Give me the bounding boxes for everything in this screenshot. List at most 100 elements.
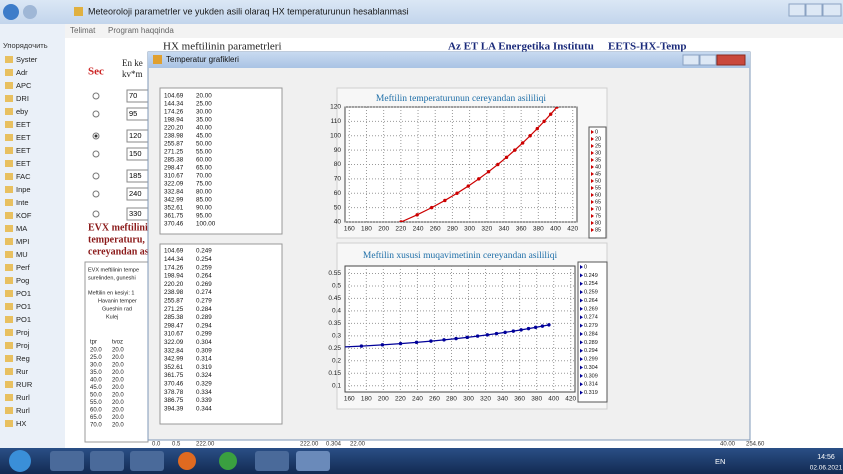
legend-entry: 0 [595, 129, 598, 135]
legend-marker [591, 144, 594, 148]
data-point [504, 155, 509, 160]
evx-line: EVX meftilinin [88, 222, 154, 233]
taskbar-app[interactable] [90, 451, 124, 471]
maximize-button[interactable] [805, 3, 823, 17]
folder-icon [5, 368, 13, 375]
radio[interactable] [92, 210, 100, 218]
explorer-item[interactable]: APC [16, 81, 32, 90]
list-cell: 285.38 [164, 157, 184, 164]
forward-button[interactable] [23, 5, 37, 19]
explorer-item[interactable]: Pog [16, 276, 29, 285]
legend-entry: 35 [595, 157, 601, 163]
table-cell: 20.0 [112, 363, 124, 369]
data-point [496, 162, 500, 167]
taskbar-app[interactable] [50, 451, 84, 471]
list-cell: 332.84 [164, 189, 184, 196]
explorer-item[interactable]: Rur [16, 367, 29, 376]
explorer-item[interactable]: MU [16, 250, 28, 259]
explorer-item[interactable]: Inpe [16, 185, 31, 194]
explorer-item[interactable]: PO1 [16, 302, 31, 311]
taskbar-app[interactable] [130, 451, 164, 471]
explorer-item[interactable]: Inte [16, 198, 29, 207]
taskbar-app[interactable] [296, 451, 330, 471]
data-point [466, 184, 470, 188]
table-cell: 20.0 [90, 348, 102, 354]
explorer-item[interactable]: EET [16, 159, 31, 168]
explorer-toolbar[interactable]: Упорядочить [3, 41, 48, 50]
explorer-item[interactable]: Reg [16, 354, 30, 363]
y-tick-label: 40 [334, 219, 342, 226]
explorer-item[interactable]: RUR [16, 380, 33, 389]
y-tick-label: 0.15 [328, 370, 341, 377]
radio[interactable] [92, 92, 100, 100]
close-button[interactable] [822, 3, 842, 17]
list-cell: 0.264 [196, 273, 212, 280]
explorer-item[interactable]: EET [16, 133, 31, 142]
explorer-item[interactable]: FAC [16, 172, 31, 181]
dialog-close[interactable] [716, 54, 746, 66]
legend-entry: 25 [595, 143, 601, 149]
explorer-item[interactable]: eby [16, 107, 28, 116]
legend-entry: 80 [595, 220, 601, 226]
dialog-minimize[interactable] [682, 54, 700, 66]
y-tick-label: 0.35 [328, 320, 341, 327]
folder-icon [5, 394, 13, 401]
taskbar-app[interactable] [255, 451, 289, 471]
explorer-item[interactable]: DRI [16, 94, 29, 103]
list-cell: 255.87 [164, 297, 184, 304]
explorer-item[interactable]: MA [16, 224, 27, 233]
taskbar-app[interactable] [178, 452, 196, 470]
radio[interactable] [92, 172, 100, 180]
folder-icon [5, 381, 13, 388]
explorer-item[interactable]: Syster [16, 55, 38, 64]
start-button[interactable] [9, 450, 31, 472]
clock-time[interactable]: 14:56 [817, 454, 835, 461]
legend-entry: 0.289 [584, 340, 598, 346]
y-tick-label: 80 [334, 161, 342, 168]
explorer-item[interactable]: KOF [16, 211, 32, 220]
folder-icon [5, 407, 13, 414]
legend-entry: 70 [595, 206, 601, 212]
x-tick-label: 360 [514, 396, 525, 403]
list-cell: 0.274 [196, 289, 212, 296]
explorer-item[interactable]: HX [16, 419, 26, 428]
x-tick-label: 240 [412, 396, 423, 403]
back-button[interactable] [3, 4, 19, 20]
radio[interactable] [92, 110, 100, 118]
legend-marker [591, 207, 594, 211]
report-line: surelinden, guneshi [88, 275, 136, 281]
explorer-item[interactable]: PO1 [16, 315, 31, 324]
explorer-item[interactable]: Perf [16, 263, 31, 272]
clock-date[interactable]: 02.06.2021 [810, 465, 843, 472]
explorer-item[interactable]: Proj [16, 328, 30, 337]
table-cell: 20.0 [112, 408, 124, 414]
x-tick-label: 380 [533, 226, 544, 233]
explorer-item[interactable]: EET [16, 120, 31, 129]
radio[interactable] [92, 190, 100, 198]
explorer-item[interactable]: Proj [16, 341, 30, 350]
explorer-item[interactable]: EET [16, 146, 31, 155]
radio-dot [94, 134, 98, 138]
menu-item[interactable]: Program haqqinda [108, 26, 174, 35]
explorer-item[interactable]: Adr [16, 68, 28, 77]
data-point [477, 177, 481, 181]
legend-entry: 0.294 [584, 348, 598, 354]
data-point [555, 107, 559, 109]
legend-marker [591, 214, 594, 218]
language[interactable]: EN [715, 457, 725, 466]
folder-icon [5, 108, 13, 115]
explorer-item[interactable]: PO1 [16, 289, 31, 298]
explorer-item[interactable]: Rurl [16, 393, 30, 402]
dialog-maximize[interactable] [699, 54, 717, 66]
menu-item[interactable]: Telimat [70, 26, 96, 35]
chart-title: Meftilin temperaturunun cereyandan asili… [376, 93, 547, 104]
legend-entry: 85 [595, 227, 601, 233]
explorer-item[interactable]: Rurl [16, 406, 30, 415]
taskbar-app[interactable] [219, 452, 237, 470]
minimize-button[interactable] [788, 3, 806, 17]
legend-marker [580, 265, 583, 269]
radio[interactable] [92, 150, 100, 158]
explorer-item[interactable]: MPI [16, 237, 29, 246]
list-cell: 198.94 [164, 273, 184, 280]
